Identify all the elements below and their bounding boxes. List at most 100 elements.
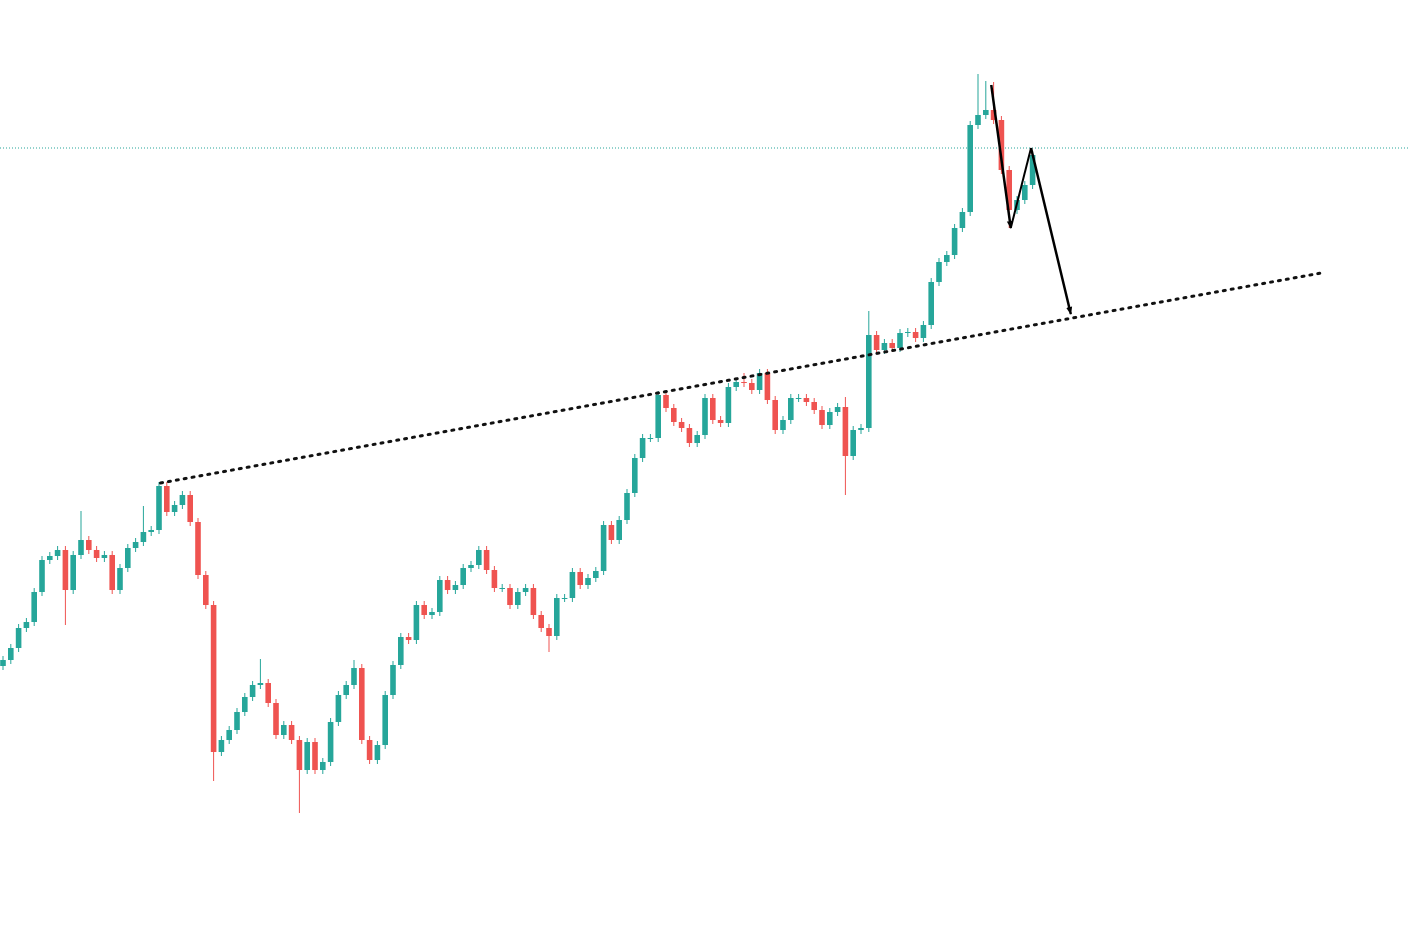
candle-body bbox=[678, 422, 685, 428]
candle-body bbox=[616, 520, 622, 540]
candle-body bbox=[842, 407, 849, 456]
candle-body bbox=[0, 660, 6, 666]
candle-body bbox=[608, 525, 615, 540]
candle-body bbox=[1006, 170, 1012, 210]
candle-body bbox=[741, 382, 747, 383]
candle-body bbox=[476, 550, 482, 565]
candle-body bbox=[23, 622, 30, 628]
candle-body bbox=[125, 548, 131, 568]
candle-body bbox=[593, 571, 599, 578]
candle-body bbox=[359, 668, 365, 740]
candle-body bbox=[702, 398, 708, 435]
candle-body bbox=[780, 420, 786, 430]
candle-body bbox=[951, 228, 958, 255]
candle-body bbox=[554, 598, 560, 636]
candle-body bbox=[218, 740, 225, 752]
candle-body bbox=[164, 486, 170, 512]
candle-body bbox=[93, 550, 100, 558]
candle-body bbox=[647, 438, 654, 439]
candle-body bbox=[62, 550, 69, 590]
candle-body bbox=[1029, 155, 1036, 185]
candle-body bbox=[117, 568, 123, 590]
candle-body bbox=[31, 592, 37, 622]
arrow bbox=[1029, 147, 1073, 315]
candle-body bbox=[905, 332, 911, 333]
candle-body bbox=[569, 572, 576, 598]
candle-body bbox=[249, 685, 256, 697]
candle-body bbox=[975, 115, 981, 125]
candle-body bbox=[226, 730, 232, 740]
candle-body bbox=[203, 575, 209, 605]
candle-body bbox=[101, 555, 108, 558]
candle-body bbox=[320, 762, 326, 770]
candle-body bbox=[281, 725, 287, 735]
candle-body bbox=[78, 540, 84, 555]
candle-body bbox=[382, 695, 388, 745]
candle-body bbox=[429, 612, 435, 615]
candle-body bbox=[444, 580, 451, 590]
candle-body bbox=[39, 560, 45, 592]
candle-body bbox=[327, 722, 334, 762]
candle-body bbox=[405, 637, 412, 640]
candle-body bbox=[959, 212, 966, 228]
candle-body bbox=[749, 383, 755, 390]
candle-body bbox=[850, 430, 856, 456]
candle-body bbox=[538, 615, 544, 628]
candle-body bbox=[530, 588, 537, 615]
candle-body bbox=[187, 495, 193, 522]
candle-body bbox=[944, 255, 950, 262]
candle-body bbox=[694, 435, 700, 443]
candle-body bbox=[335, 695, 342, 722]
candle-body bbox=[624, 493, 630, 520]
arrow-connector bbox=[1009, 147, 1033, 229]
candle-body bbox=[998, 120, 1005, 170]
candle-body bbox=[912, 332, 919, 338]
candle-body bbox=[210, 605, 217, 752]
candle-body bbox=[897, 333, 903, 348]
candle-body bbox=[242, 697, 248, 712]
candle-body bbox=[47, 556, 53, 560]
candle-body bbox=[421, 605, 427, 615]
candle-body bbox=[468, 565, 474, 568]
candle-body bbox=[312, 742, 318, 770]
candle-body bbox=[632, 458, 638, 493]
candle-body bbox=[109, 555, 115, 590]
candle-body bbox=[515, 592, 521, 605]
candle-body bbox=[452, 585, 459, 590]
candle-body bbox=[390, 665, 396, 695]
candle-body bbox=[655, 395, 661, 438]
candle-body bbox=[717, 420, 724, 423]
candle-body bbox=[148, 530, 154, 532]
trend-line bbox=[159, 271, 1323, 485]
candle-body bbox=[827, 412, 833, 425]
candle-body bbox=[398, 637, 404, 665]
candle-body bbox=[671, 408, 677, 422]
candle-body bbox=[296, 740, 303, 770]
candle-body bbox=[351, 668, 357, 685]
candle-body bbox=[8, 648, 14, 660]
candle-body bbox=[374, 745, 381, 760]
candle-body bbox=[195, 522, 201, 575]
candle-body bbox=[795, 398, 802, 399]
candle-body bbox=[257, 683, 264, 685]
candle-body bbox=[788, 398, 794, 420]
candle-body bbox=[733, 382, 739, 387]
candle-body bbox=[967, 125, 973, 212]
candle-body bbox=[70, 555, 76, 590]
candle-body bbox=[304, 742, 310, 770]
candle-body bbox=[834, 407, 841, 412]
candle-body bbox=[764, 373, 771, 400]
candle-body bbox=[132, 542, 139, 548]
candle-body bbox=[460, 568, 466, 585]
candle-body bbox=[983, 110, 989, 115]
arrow bbox=[990, 84, 1013, 229]
candle-body bbox=[803, 398, 810, 402]
candle-body bbox=[86, 540, 92, 550]
candle-body bbox=[179, 495, 186, 505]
candle-body bbox=[561, 598, 568, 599]
candle-body bbox=[288, 725, 295, 740]
candle-body bbox=[920, 325, 927, 338]
candle-body bbox=[772, 400, 778, 430]
candle-body bbox=[889, 343, 895, 348]
candle-body bbox=[881, 343, 888, 350]
